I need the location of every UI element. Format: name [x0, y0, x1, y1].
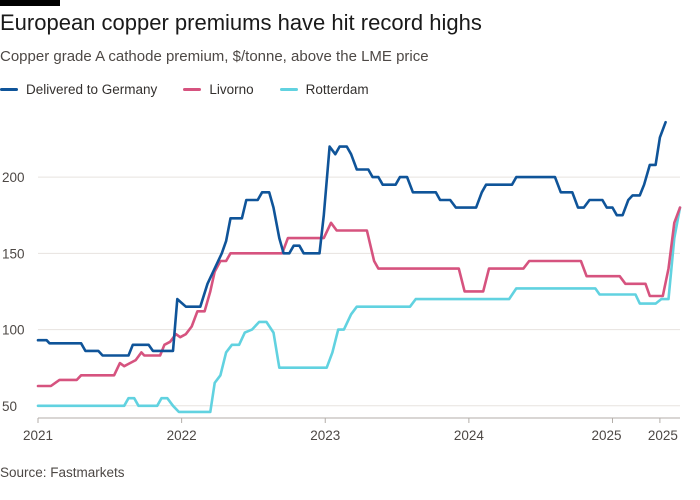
brand-bar — [0, 0, 60, 6]
chart-subtitle: Copper grade A cathode premium, $/tonne,… — [0, 48, 429, 65]
legend-swatch-germany — [0, 87, 18, 91]
x-tick-label: 2025 — [648, 428, 678, 443]
legend-item-germany: Delivered to Germany — [0, 82, 157, 97]
legend-label-rotterdam: Rotterdam — [305, 81, 369, 97]
legend-item-livorno: Livorno — [183, 81, 254, 97]
source-note: Source: Fastmarkets — [0, 465, 125, 480]
series-layer — [36, 120, 682, 414]
legend-label-livorno: Livorno — [209, 81, 254, 97]
x-tick-label: 2023 — [310, 428, 340, 443]
legend-swatch-livorno — [183, 87, 202, 91]
grid-layer — [38, 176, 680, 407]
x-tick-label: 2024 — [454, 428, 485, 443]
x-tick-label: 2022 — [167, 428, 197, 443]
series-line-rotterdam — [36, 206, 682, 414]
x-tick-label: 2025 — [591, 428, 621, 443]
series-line-germany — [36, 120, 667, 357]
legend-item-rotterdam: Rotterdam — [279, 81, 369, 97]
chart-title: European copper premiums have hit record… — [0, 10, 482, 35]
y-tick-label: 100 — [2, 323, 25, 338]
y-tick-label: 50 — [2, 399, 17, 414]
axis-layer: 50 100 150 200 2021 2022 2023 2024 2025 2025 — [2, 170, 680, 443]
series-line-livorno — [36, 206, 682, 388]
legend-label-germany: Delivered to Germany — [26, 81, 158, 97]
x-tick-label: 2021 — [23, 428, 53, 443]
y-tick-label: 200 — [2, 170, 25, 185]
legend-swatch-rotterdam — [279, 87, 298, 91]
y-tick-label: 150 — [2, 246, 25, 261]
legend: Delivered to Germany Livorno Rotterdam — [0, 79, 395, 99]
